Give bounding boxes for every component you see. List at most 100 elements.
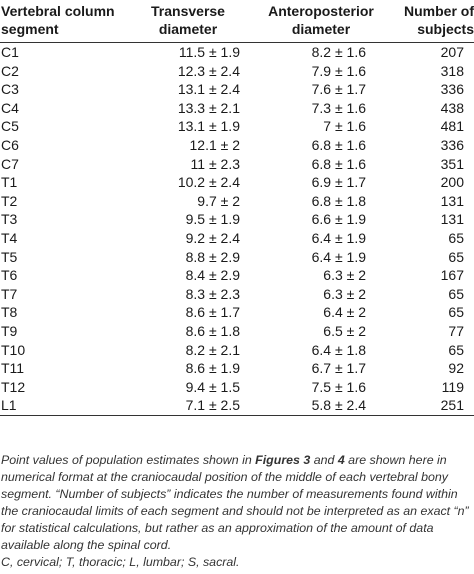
cell-transverse: 12.3 ± 2.4	[177, 62, 240, 79]
table-footnote: Point values of population estimates sho…	[1, 452, 469, 571]
table-header: Vertebral column segment Transverse diam…	[0, 0, 474, 43]
cell-anteroposterior: 6.8 ± 1.8	[311, 192, 366, 209]
cell-segment: C3	[1, 81, 19, 98]
header-segment: Vertebral column segment	[0, 0, 120, 43]
cell-subjects: 119	[441, 378, 464, 395]
cell-subjects: 481	[440, 118, 464, 135]
table-row: T9 8.6 ± 1.8 6.5 ± 2 77	[0, 322, 474, 341]
cell-subjects: 167	[440, 267, 464, 284]
cell-transverse: 7.1 ± 2.5	[120, 396, 246, 416]
cell-transverse: 9.5 ± 1.9	[185, 211, 240, 228]
cell-anteroposterior: 6.4 ± 1.9	[311, 248, 366, 265]
header-transverse: Transverse diameter	[120, 0, 246, 43]
cell-subjects: 336	[440, 136, 464, 153]
cell-transverse: 13.3 ± 2.1	[177, 99, 240, 116]
cell-anteroposterior: 6.3 ± 2	[323, 267, 366, 284]
cell-segment: C2	[1, 62, 19, 79]
footnote-description: Point values of population estimates sho…	[1, 453, 469, 552]
cell-subjects: 131	[440, 192, 464, 209]
cell-anteroposterior: 7.9 ± 1.6	[311, 62, 366, 79]
header-anteroposterior: Anteroposterior diameter	[246, 0, 388, 43]
cell-segment: T11	[1, 360, 25, 377]
cell-transverse: 8.2 ± 2.1	[185, 341, 240, 358]
table-body: C1 11.5 ± 1.9 8.2 ± 1.6 207 C2 12.3 ± 2.4 7.9 …	[0, 43, 474, 416]
cell-segment: T2	[1, 192, 18, 209]
cell-subjects: 92	[448, 360, 464, 377]
cell-subjects: 65	[448, 248, 464, 265]
cell-anteroposterior: 6.6 ± 1.9	[311, 211, 366, 228]
vertebral-diameter-table: Vertebral column segment Transverse diam…	[0, 0, 474, 416]
cell-transverse: 8.4 ± 2.9	[185, 267, 240, 284]
cell-anteroposterior: 6.8 ± 1.6	[311, 155, 366, 172]
cell-segment: C4	[1, 99, 19, 116]
footnote-abbreviations: C, cervical; T, thoracic; L, lumbar; S, …	[1, 555, 240, 569]
cell-transverse: 8.6 ± 1.8	[185, 322, 240, 339]
table-row: C1 11.5 ± 1.9 8.2 ± 1.6 207	[0, 43, 474, 62]
cell-subjects: 200	[440, 174, 464, 191]
cell-anteroposterior: 6.4 ± 1.9	[311, 229, 366, 246]
cell-subjects: 438	[440, 99, 464, 116]
table-row: C4 13.3 ± 2.1 7.3 ± 1.6 438	[0, 99, 474, 118]
cell-anteroposterior: 6.5 ± 2	[323, 322, 366, 339]
cell-subjects: 207	[440, 44, 464, 60]
cell-transverse: 11 ± 2.3	[190, 155, 240, 172]
cell-subjects: 131	[440, 211, 464, 228]
cell-subjects: 77	[448, 322, 464, 339]
cell-segment: C7	[1, 155, 19, 172]
cell-segment: T1	[1, 174, 18, 191]
cell-segment: T12	[1, 378, 26, 395]
cell-anteroposterior: 7.5 ± 1.6	[311, 378, 366, 395]
table-row: C2 12.3 ± 2.4 7.9 ± 1.6 318	[0, 62, 474, 81]
cell-anteroposterior: 8.2 ± 1.6	[311, 44, 366, 60]
figure-ref-4: 4	[337, 453, 345, 467]
table-row: T10 8.2 ± 2.1 6.4 ± 1.8 65	[0, 341, 474, 360]
cell-transverse: 9.4 ± 1.5	[185, 378, 240, 395]
cell-subjects: 65	[448, 229, 464, 246]
table-row: T4 9.2 ± 2.4 6.4 ± 1.9 65	[0, 229, 474, 248]
cell-segment: C6	[1, 136, 19, 153]
table-row: L1 7.1 ± 2.5 5.8 ± 2.4 251	[0, 396, 474, 416]
cell-anteroposterior: 6.4 ± 1.8	[311, 341, 366, 358]
cell-segment: T7	[1, 285, 18, 302]
cell-transverse: 8.8 ± 2.9	[185, 248, 240, 265]
cell-segment: T6	[1, 267, 18, 284]
cell-transverse: 12.1 ± 2	[189, 136, 241, 153]
cell-subjects: 65	[448, 285, 464, 302]
header-subjects: Number of subjects	[388, 0, 474, 43]
cell-segment: T5	[1, 248, 18, 265]
cell-transverse: 13.1 ± 1.9	[177, 118, 240, 135]
cell-anteroposterior: 6.9 ± 1.7	[311, 174, 366, 191]
table-row: T12 9.4 ± 1.5 7.5 ± 1.6 119	[0, 378, 474, 397]
cell-subjects: 336	[440, 81, 464, 98]
cell-segment: T3	[1, 211, 18, 228]
cell-subjects: 251	[388, 396, 474, 416]
cell-segment: T8	[1, 304, 18, 321]
cell-anteroposterior: 6.8 ± 1.6	[311, 136, 366, 153]
table-row: T8 8.6 ± 1.7 6.4 ± 2 65	[0, 303, 474, 322]
cell-segment: L1	[0, 396, 120, 416]
cell-segment: C1	[1, 44, 19, 60]
cell-transverse: 8.6 ± 1.9	[185, 360, 240, 377]
cell-transverse: 9.7 ± 2	[197, 192, 240, 209]
cell-anteroposterior: 7 ± 1.6	[323, 118, 366, 135]
cell-anteroposterior: 7.6 ± 1.7	[311, 81, 366, 98]
table-row: T11 8.6 ± 1.9 6.7 ± 1.7 92	[0, 359, 474, 378]
cell-segment: T10	[1, 341, 26, 358]
table-row: T2 9.7 ± 2 6.8 ± 1.8 131	[0, 192, 474, 211]
figure-ref-3: Figures 3	[255, 453, 311, 467]
cell-anteroposterior: 7.3 ± 1.6	[311, 99, 366, 116]
cell-segment: T9	[1, 322, 18, 339]
table-row: C6 12.1 ± 2 6.8 ± 1.6 336	[0, 136, 474, 155]
table-row: T7 8.3 ± 2.3 6.3 ± 2 65	[0, 285, 474, 304]
table-row: C5 13.1 ± 1.9 7 ± 1.6 481	[0, 117, 474, 136]
cell-subjects: 65	[448, 341, 464, 358]
cell-transverse: 11.5 ± 1.9	[178, 44, 240, 60]
cell-transverse: 13.1 ± 2.4	[177, 81, 240, 98]
cell-anteroposterior: 6.7 ± 1.7	[311, 360, 366, 377]
table-row: C7 11 ± 2.3 6.8 ± 1.6 351	[0, 155, 474, 174]
cell-transverse: 9.2 ± 2.4	[185, 229, 240, 246]
table-row: T1 10.2 ± 2.4 6.9 ± 1.7 200	[0, 173, 474, 192]
cell-segment: C5	[1, 118, 19, 135]
cell-anteroposterior: 6.3 ± 2	[323, 285, 366, 302]
